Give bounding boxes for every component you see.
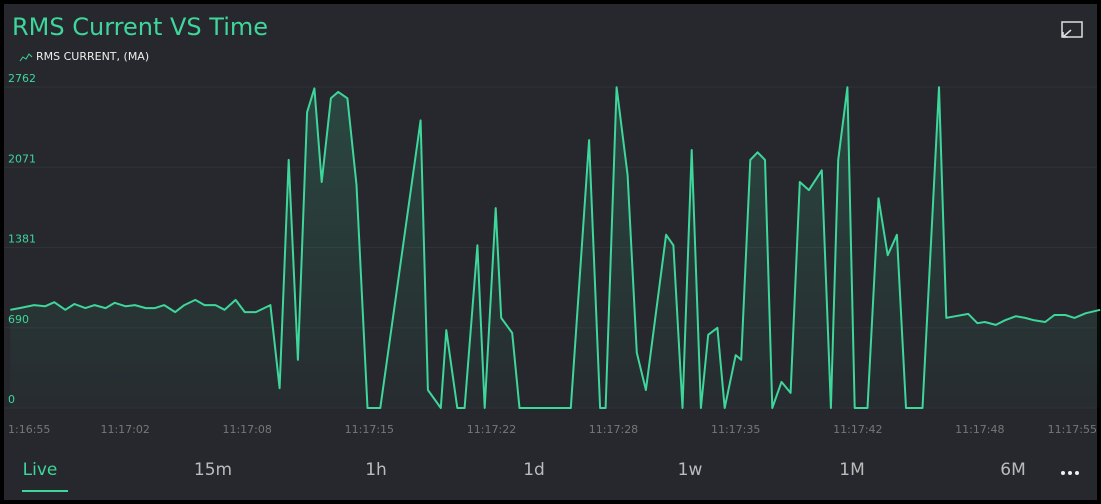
x-tick-label: 1:16:55 xyxy=(8,423,50,436)
x-tick-label: 11:17:55 xyxy=(1048,423,1097,436)
time-tab[interactable]: 1h xyxy=(365,460,387,480)
legend-label: RMS CURRENT, (MA) xyxy=(36,50,149,63)
x-tick-label: 11:17:08 xyxy=(222,423,271,436)
legend-icon xyxy=(19,53,33,62)
line xyxy=(10,86,1101,409)
x-tick-label: 11:17:48 xyxy=(955,423,1004,436)
x-tick-label: 11:17:42 xyxy=(833,423,882,436)
time-tab[interactable]: Live xyxy=(23,460,58,480)
x-tick-label: 11:17:35 xyxy=(711,423,760,436)
x-tick-label: 11:17:22 xyxy=(467,423,516,436)
x-tick-label: 11:17:28 xyxy=(589,423,638,436)
time-tab[interactable]: 1d xyxy=(523,460,545,480)
time-tab[interactable]: 1M xyxy=(839,460,864,480)
time-tab[interactable]: 15m xyxy=(194,460,232,480)
expand-icon[interactable] xyxy=(1061,21,1083,38)
time-tab[interactable]: 6M xyxy=(1000,460,1025,480)
x-tick-label: 11:17:02 xyxy=(100,423,149,436)
more-dot[interactable] xyxy=(1061,471,1065,475)
y-tick-label: 2071 xyxy=(8,152,36,165)
y-tick-label: 1381 xyxy=(8,233,36,246)
more-dot[interactable] xyxy=(1068,471,1072,475)
chart-title: RMS Current VS Time xyxy=(12,13,268,41)
y-tick-label: 2762 xyxy=(8,72,36,85)
more-dot[interactable] xyxy=(1075,471,1079,475)
x-tick-label: 11:17:15 xyxy=(345,423,394,436)
time-tab[interactable]: 1w xyxy=(678,460,703,480)
